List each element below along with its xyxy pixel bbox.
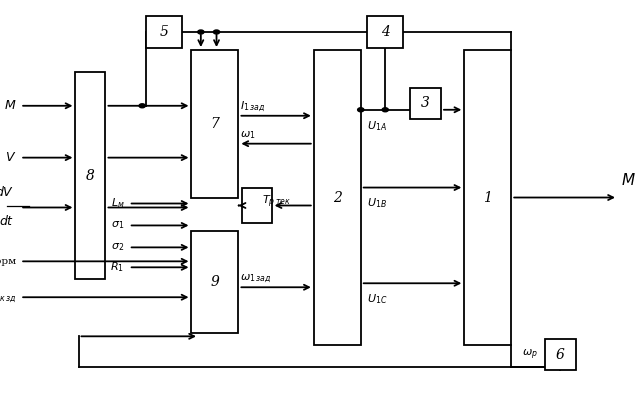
Text: $I_{1\,зад}$: $I_{1\,зад}$ xyxy=(241,100,266,114)
Text: $T_{р\,тек}$: $T_{р\,тек}$ xyxy=(262,193,291,210)
Text: 1: 1 xyxy=(483,190,492,204)
Text: 4: 4 xyxy=(381,25,390,39)
Text: $\sigma_1$: $\sigma_1$ xyxy=(111,219,124,231)
Bar xyxy=(545,339,576,370)
Circle shape xyxy=(213,30,220,34)
Bar xyxy=(367,16,403,48)
Text: $U_{1C}$: $U_{1C}$ xyxy=(367,292,388,306)
Circle shape xyxy=(139,104,145,108)
Bar xyxy=(464,50,511,345)
Bar xyxy=(146,16,182,48)
Text: 3: 3 xyxy=(421,96,430,110)
Text: 9: 9 xyxy=(211,275,220,289)
Text: $L_{м}$: $L_{м}$ xyxy=(111,197,124,210)
Text: $\omega_1$: $\omega_1$ xyxy=(241,129,256,141)
Text: 7: 7 xyxy=(211,117,220,131)
Text: 2: 2 xyxy=(333,190,342,204)
Text: $M$: $M$ xyxy=(4,99,17,112)
Text: тяга/торм: тяга/торм xyxy=(0,257,17,266)
Text: $M$: $M$ xyxy=(621,172,636,188)
Text: $\sigma_2$: $\sigma_2$ xyxy=(111,241,124,253)
Bar xyxy=(76,72,106,279)
Text: $V$: $V$ xyxy=(5,151,17,164)
Text: 5: 5 xyxy=(159,25,168,39)
Text: $R_1$: $R_1$ xyxy=(110,260,124,274)
Text: 6: 6 xyxy=(556,348,564,362)
Bar xyxy=(191,232,239,333)
Text: $dV$: $dV$ xyxy=(0,184,14,199)
Text: $U_{1A}$: $U_{1A}$ xyxy=(367,119,387,133)
Circle shape xyxy=(198,30,204,34)
Text: $dt$: $dt$ xyxy=(0,214,14,228)
Text: $U_{1B}$: $U_{1B}$ xyxy=(367,197,387,210)
Circle shape xyxy=(382,108,388,112)
Text: $\omega_р$: $\omega_р$ xyxy=(522,348,538,362)
Text: 8: 8 xyxy=(86,168,95,183)
Bar xyxy=(314,50,361,345)
Bar xyxy=(191,50,239,197)
Bar xyxy=(242,188,272,223)
Circle shape xyxy=(358,108,364,112)
Text: $\Omega_{ск\,зд}$: $\Omega_{ск\,зд}$ xyxy=(0,290,17,304)
Bar xyxy=(410,88,441,119)
Text: $\omega_{1\,зад}$: $\omega_{1\,зад}$ xyxy=(241,272,272,285)
